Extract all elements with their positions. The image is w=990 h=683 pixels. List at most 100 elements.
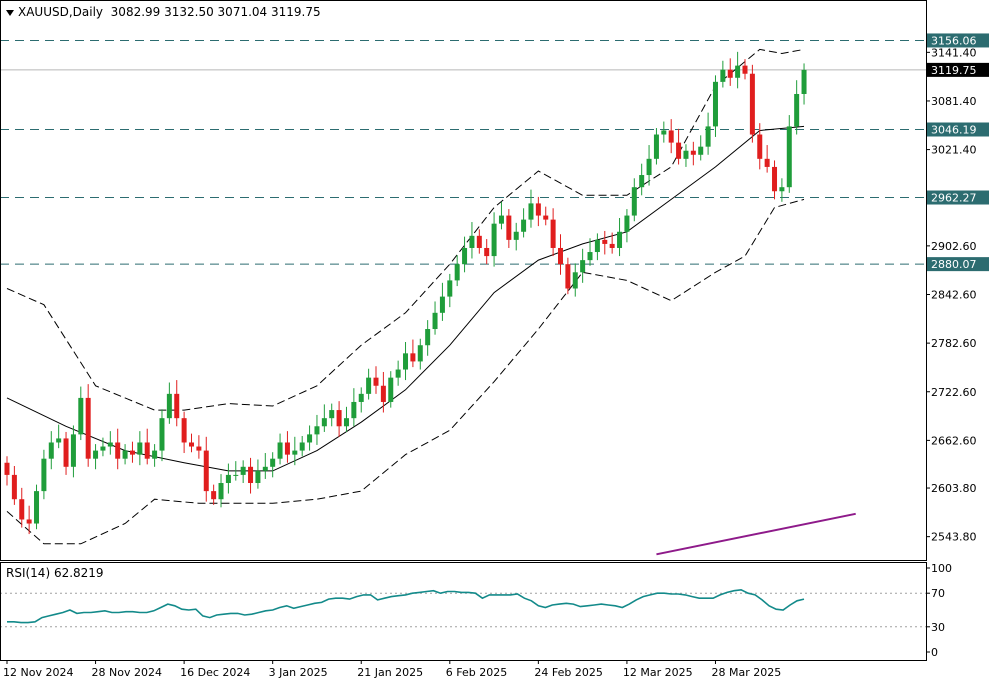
candle-105 xyxy=(779,178,785,202)
candle-body-106 xyxy=(786,126,792,188)
candle-body-16 xyxy=(122,450,128,459)
candle-49 xyxy=(366,368,372,400)
candle-body-14 xyxy=(107,442,113,447)
candle-body-0 xyxy=(4,462,10,475)
candle-body-49 xyxy=(366,377,372,394)
candle-76 xyxy=(565,257,571,295)
candle-body-38 xyxy=(284,442,290,455)
rsi-line xyxy=(7,588,805,624)
rsi-pane[interactable] xyxy=(0,588,926,628)
rsi-tick-label-3: 0 xyxy=(931,646,938,659)
candle-97 xyxy=(720,60,726,88)
price-tick-label-5: 2782.60 xyxy=(931,337,977,350)
candle-body-82 xyxy=(609,243,615,248)
candle-body-100 xyxy=(742,65,748,74)
candle-51 xyxy=(380,371,386,413)
candle-102 xyxy=(757,123,763,170)
candle-5 xyxy=(41,449,47,500)
candle-16 xyxy=(122,444,128,465)
candle-65 xyxy=(484,239,490,265)
date-label-3: 3 Jan 2025 xyxy=(269,666,328,679)
candle-83 xyxy=(617,217,623,257)
rsi-tick-label-1: 70 xyxy=(931,587,945,600)
level-label-box-1 xyxy=(927,122,989,137)
price-pane[interactable] xyxy=(0,39,926,556)
candle-body-43 xyxy=(321,418,327,427)
candle-body-84 xyxy=(624,215,630,232)
candle-72 xyxy=(535,196,541,227)
candle-body-40 xyxy=(299,442,305,451)
candle-body-48 xyxy=(358,393,364,402)
candle-10 xyxy=(78,386,84,441)
candle-14 xyxy=(107,431,113,455)
candle-body-70 xyxy=(521,219,527,232)
candle-101 xyxy=(749,64,755,143)
candle-body-37 xyxy=(277,442,283,459)
candle-body-80 xyxy=(594,239,600,253)
candle-body-23 xyxy=(174,393,180,419)
candle-body-98 xyxy=(727,69,733,78)
candle-body-108 xyxy=(801,69,807,94)
candle-3 xyxy=(26,505,32,535)
candle-98 xyxy=(727,58,733,86)
candle-23 xyxy=(174,380,180,427)
candle-body-41 xyxy=(307,434,313,443)
candle-body-32 xyxy=(240,466,246,475)
candle-104 xyxy=(772,160,778,200)
last-price-label: 3119.75 xyxy=(931,64,977,77)
candle-79 xyxy=(587,238,593,266)
candle-41 xyxy=(307,425,313,451)
candle-body-42 xyxy=(314,426,320,435)
candle-37 xyxy=(277,433,283,465)
candle-body-74 xyxy=(550,219,556,248)
price-frame xyxy=(0,0,927,561)
candle-body-53 xyxy=(395,369,401,378)
candle-84 xyxy=(624,209,630,243)
candle-body-6 xyxy=(48,442,54,459)
candle-21 xyxy=(159,409,165,462)
candle-99 xyxy=(735,51,741,89)
symbol-menu-icon[interactable] xyxy=(6,9,14,16)
candle-body-20 xyxy=(152,450,158,459)
candle-body-51 xyxy=(380,385,386,402)
candle-body-83 xyxy=(617,231,623,248)
price-tick-label-3: 2902.60 xyxy=(931,240,977,253)
candle-39 xyxy=(292,436,298,466)
candle-body-91 xyxy=(676,142,682,159)
candle-71 xyxy=(528,189,534,228)
candle-62 xyxy=(462,236,468,273)
candle-2 xyxy=(19,487,25,528)
level-label-1: 3046.19 xyxy=(931,123,977,136)
candle-body-8 xyxy=(63,438,69,467)
candle-body-3 xyxy=(26,519,32,524)
price-tick-label-0: 3141.40 xyxy=(931,46,977,59)
candle-body-94 xyxy=(698,146,704,155)
level-label-box-2 xyxy=(927,190,989,205)
candle-body-46 xyxy=(343,418,349,427)
candle-20 xyxy=(152,444,158,467)
candle-63 xyxy=(469,222,475,259)
upper-band xyxy=(6,48,805,411)
candle-87 xyxy=(646,145,652,186)
candle-body-79 xyxy=(587,252,593,261)
candle-8 xyxy=(63,431,69,475)
candle-92 xyxy=(683,144,689,167)
rsi-frame xyxy=(0,562,927,661)
candle-12 xyxy=(93,444,99,470)
candle-body-5 xyxy=(41,458,47,492)
candle-body-31 xyxy=(233,474,239,476)
candle-106 xyxy=(786,115,792,193)
candle-70 xyxy=(521,208,527,238)
candle-1 xyxy=(11,465,17,505)
lower-band xyxy=(6,198,805,545)
candle-body-19 xyxy=(144,442,150,459)
candle-60 xyxy=(447,273,453,308)
candle-57 xyxy=(425,320,431,356)
date-label-1: 28 Nov 2024 xyxy=(92,666,162,679)
candle-9 xyxy=(70,425,76,478)
candle-body-12 xyxy=(93,450,99,459)
candle-52 xyxy=(388,371,394,408)
candle-85 xyxy=(631,178,637,222)
candle-body-2 xyxy=(19,499,25,520)
